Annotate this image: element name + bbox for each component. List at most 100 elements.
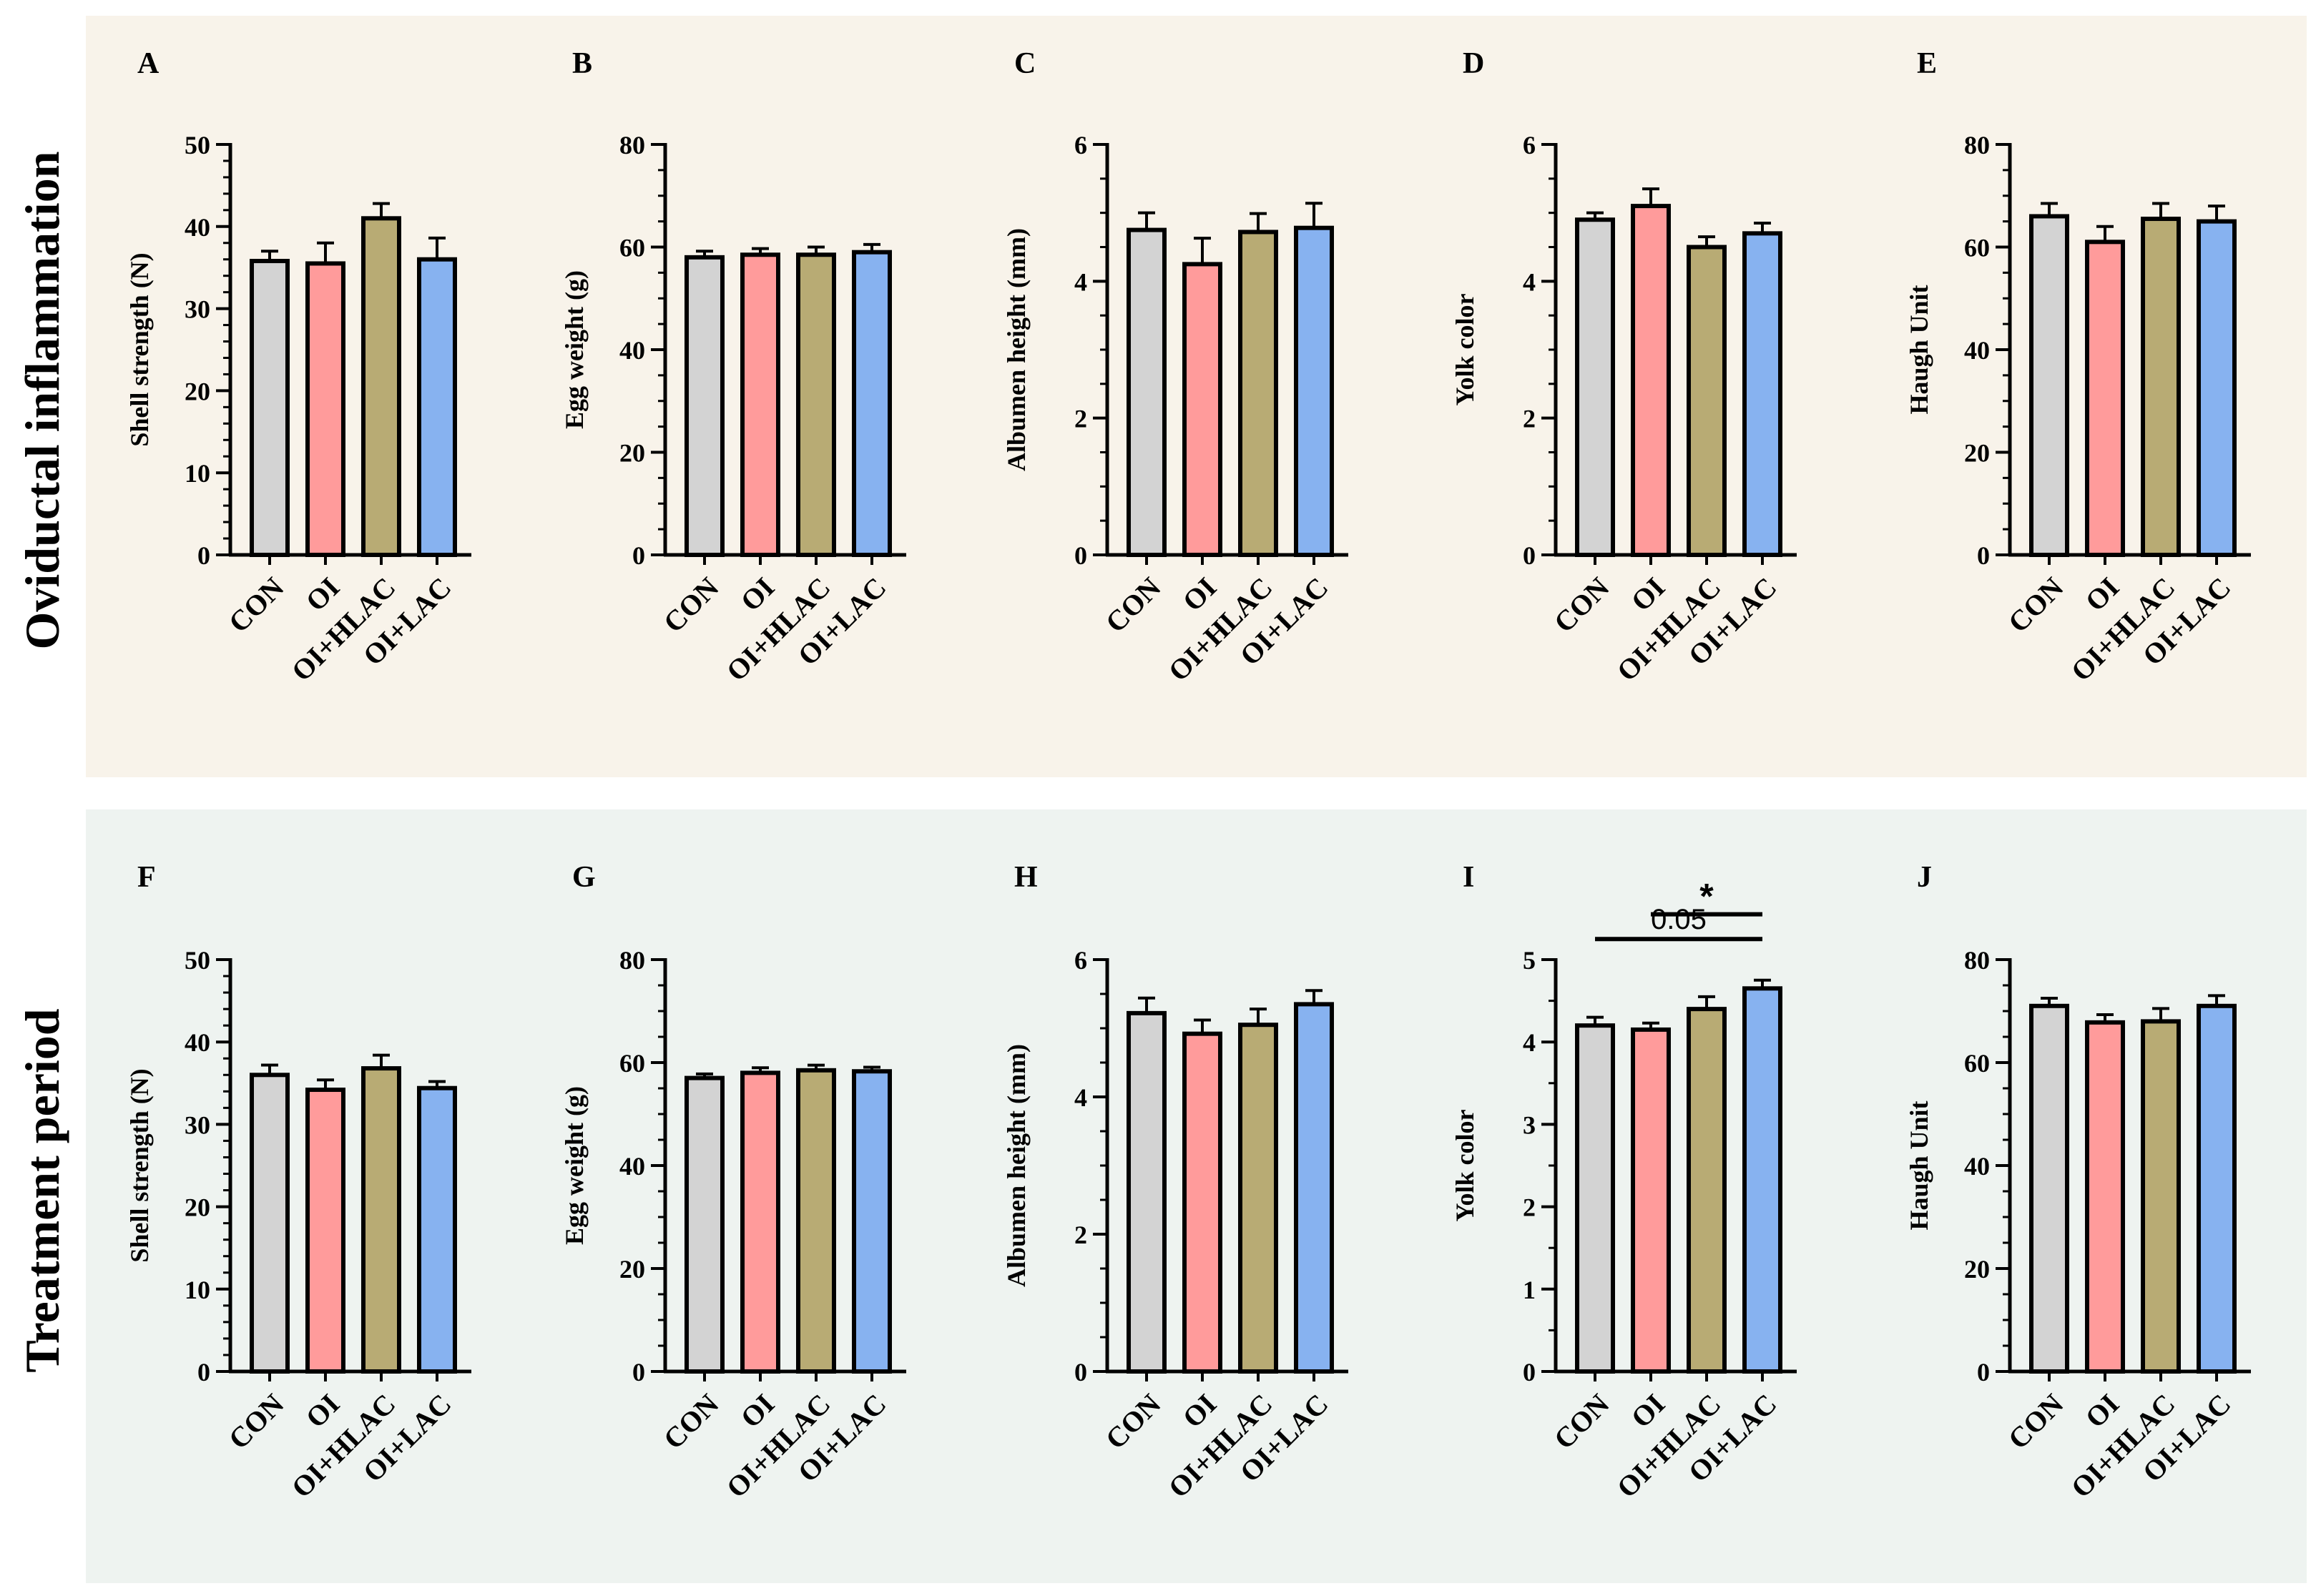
tick-label-f: 0	[197, 1358, 210, 1386]
bar-i-3	[1687, 1007, 1727, 1374]
panel-letter-f: F	[137, 861, 156, 894]
bar-b-3	[796, 252, 836, 557]
tick-label-f: 50	[185, 946, 210, 975]
bar-e-1	[2029, 214, 2069, 557]
bar-c-2	[1182, 262, 1222, 557]
panel-letter-c: C	[1014, 47, 1036, 80]
tick-label-j: 40	[1964, 1152, 1990, 1181]
tick-label-f: 40	[185, 1028, 210, 1057]
bar-b-1	[685, 255, 725, 557]
bar-f-4	[417, 1085, 457, 1374]
tick-label-a: 30	[185, 295, 210, 324]
bar-d-1	[1575, 217, 1615, 557]
tick-label-b: 0	[632, 541, 645, 570]
bar-g-1	[685, 1075, 725, 1374]
tick-label-j: 0	[1977, 1358, 1990, 1386]
bar-d-3	[1687, 245, 1727, 557]
bar-i-1	[1575, 1023, 1615, 1374]
tick-label-i: 0	[1523, 1358, 1536, 1386]
bar-h-4	[1294, 1002, 1334, 1374]
tick-label-a: 50	[185, 131, 210, 159]
tick-label-h: 6	[1074, 946, 1087, 975]
bar-i-4	[1742, 986, 1782, 1374]
bar-c-1	[1127, 227, 1167, 557]
y-axis-label-j: Haugh Unit	[1905, 1100, 1933, 1230]
tick-label-g: 40	[619, 1152, 645, 1181]
tick-label-c: 2	[1074, 405, 1087, 433]
tick-label-f: 10	[185, 1276, 210, 1304]
tick-label-i: 4	[1523, 1028, 1536, 1057]
tick-label-g: 0	[632, 1358, 645, 1386]
bar-h-1	[1127, 1010, 1167, 1374]
y-axis-label-c: Albumen height (mm)	[1002, 228, 1031, 471]
tick-label-d: 6	[1523, 131, 1536, 159]
tick-label-e: 20	[1964, 439, 1990, 468]
bar-e-3	[2141, 217, 2181, 557]
tick-label-c: 0	[1074, 541, 1087, 570]
bar-c-4	[1294, 225, 1334, 557]
y-axis-label-e: Haugh Unit	[1905, 285, 1933, 414]
bar-j-2	[2085, 1020, 2125, 1374]
panel-letter-a: A	[137, 47, 160, 80]
tick-label-d: 4	[1523, 267, 1536, 296]
bar-a-4	[417, 257, 457, 557]
tick-label-i: 3	[1523, 1110, 1536, 1139]
panel-letter-e: E	[1917, 47, 1937, 80]
tick-label-d: 2	[1523, 405, 1536, 433]
tick-label-j: 20	[1964, 1255, 1990, 1284]
tick-label-b: 80	[619, 131, 645, 159]
bar-a-2	[305, 261, 345, 557]
tick-label-b: 40	[619, 336, 645, 365]
bar-d-4	[1742, 231, 1782, 557]
y-axis-label-g: Egg weight (g)	[560, 1086, 589, 1245]
y-axis-label-h: Albumen height (mm)	[1002, 1044, 1031, 1287]
tick-label-b: 20	[619, 439, 645, 468]
tick-label-e: 40	[1964, 336, 1990, 365]
bar-h-3	[1238, 1023, 1278, 1374]
bar-b-4	[852, 250, 892, 557]
y-axis-label-a: Shell strength (N)	[125, 252, 154, 446]
panel-letter-b: B	[572, 47, 592, 80]
bar-c-3	[1238, 230, 1278, 557]
significance-label-i-1: 0.05	[1651, 904, 1707, 935]
bar-b-2	[740, 252, 780, 557]
tick-label-h: 4	[1074, 1083, 1087, 1112]
tick-label-i: 5	[1523, 946, 1536, 975]
tick-label-b: 60	[619, 234, 645, 262]
bar-g-2	[740, 1070, 780, 1374]
panel-letter-g: G	[572, 861, 596, 894]
y-axis-label-d: Yolk color	[1451, 293, 1479, 405]
tick-label-c: 6	[1074, 131, 1087, 159]
tick-label-a: 20	[185, 377, 210, 405]
tick-label-h: 0	[1074, 1358, 1087, 1386]
tick-label-a: 40	[185, 213, 210, 242]
panel-letter-h: H	[1014, 861, 1038, 894]
tick-label-h: 2	[1074, 1221, 1087, 1249]
bar-g-4	[852, 1069, 892, 1374]
tick-label-i: 1	[1523, 1276, 1536, 1304]
tick-label-a: 10	[185, 459, 210, 488]
tick-label-e: 80	[1964, 131, 1990, 159]
tick-label-i: 2	[1523, 1193, 1536, 1222]
panel-letter-i: I	[1463, 861, 1474, 894]
bar-h-2	[1182, 1031, 1222, 1374]
bar-j-4	[2197, 1003, 2237, 1374]
panel-letter-j: J	[1917, 861, 1932, 894]
bar-f-2	[305, 1088, 345, 1374]
y-axis-label-f: Shell strength (N)	[125, 1068, 154, 1262]
tick-label-c: 4	[1074, 267, 1087, 296]
tick-label-e: 0	[1977, 541, 1990, 570]
significance-label-i-2: *	[1699, 877, 1714, 917]
bar-a-1	[250, 259, 290, 557]
tick-label-f: 20	[185, 1193, 210, 1222]
tick-label-a: 0	[197, 541, 210, 570]
bar-e-4	[2197, 219, 2237, 557]
tick-label-g: 60	[619, 1049, 645, 1078]
tick-label-d: 0	[1523, 541, 1536, 570]
y-axis-label-b: Egg weight (g)	[560, 270, 589, 429]
bar-a-3	[361, 216, 401, 557]
row-title-oviductal-inflammation: Oviductal inflammation	[15, 151, 69, 649]
tick-label-e: 60	[1964, 234, 1990, 262]
